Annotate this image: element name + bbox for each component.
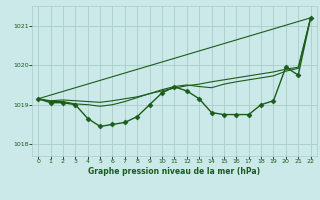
X-axis label: Graphe pression niveau de la mer (hPa): Graphe pression niveau de la mer (hPa) xyxy=(88,167,260,176)
